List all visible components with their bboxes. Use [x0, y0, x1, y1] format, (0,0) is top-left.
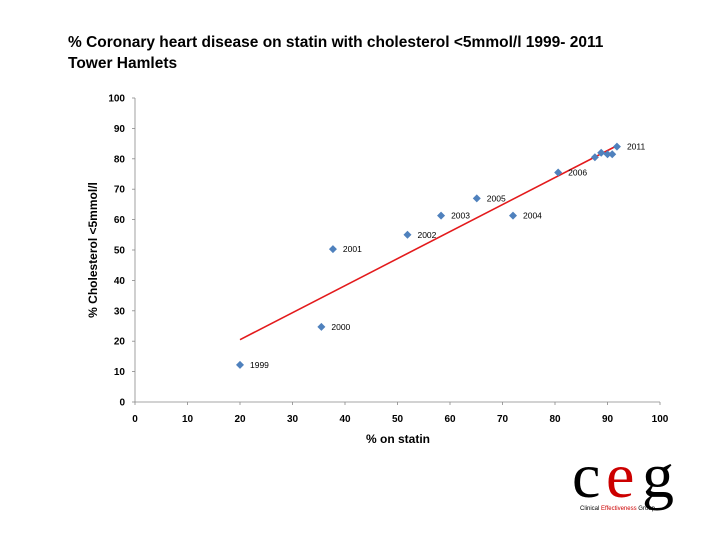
y-axis: 0 10 20 30 40 50 60 70 80 90 100 [108, 94, 136, 409]
y-tick-label: 60 [114, 215, 126, 226]
logo-tagline-part: Clinical [580, 506, 602, 512]
data-point [603, 150, 612, 159]
point-label: 2001 [343, 244, 362, 254]
point-label: 2005 [487, 193, 506, 203]
title-line-2: Tower Hamlets [68, 55, 178, 72]
logo-tagline: Clinical Effectiveness Group [580, 506, 655, 512]
data-point [554, 168, 563, 177]
title-line-1: % Coronary heart disease on statin with … [68, 34, 604, 51]
x-tick-label: 30 [287, 414, 299, 425]
point-label: 2002 [417, 230, 436, 240]
data-point [236, 360, 244, 369]
data-point [612, 142, 621, 151]
point-label: 2003 [451, 211, 470, 221]
point-label: 1999 [250, 360, 269, 370]
data-point [597, 148, 606, 157]
x-tick-label: 70 [497, 414, 509, 425]
y-axis-label: % Cholesterol <5mmol/l [86, 182, 100, 318]
data-point [590, 153, 599, 162]
y-tick-label: 20 [114, 337, 126, 348]
point-label: 2000 [331, 322, 350, 332]
y-tick-label: 100 [108, 94, 125, 105]
logo-letter-e: e [606, 440, 635, 511]
data-point [437, 211, 446, 220]
x-tick-label: 100 [652, 414, 669, 425]
y-tick-label: 80 [114, 154, 126, 165]
trendline [239, 144, 619, 341]
y-tick-label: 40 [114, 276, 126, 287]
x-tick-label: 0 [132, 414, 138, 425]
slide-title: % Coronary heart disease on statin with … [68, 32, 708, 74]
x-tick-label: 80 [549, 414, 561, 425]
data-point [608, 150, 617, 159]
logo-letter-g: g [642, 440, 674, 511]
data-point [472, 194, 481, 203]
trendline-group [239, 144, 619, 341]
y-tick-label: 0 [119, 398, 125, 409]
x-tick-label: 40 [339, 414, 351, 425]
x-tick-label: 10 [182, 414, 194, 425]
point-label: 2004 [523, 211, 542, 221]
point-labels: 1999 2000 2001 2002 2003 2004 2005 2006 2011 [250, 142, 646, 370]
x-axis-label: % on statin [366, 432, 430, 446]
x-axis: 0 10 20 30 40 50 60 70 80 90 100 [132, 401, 669, 425]
logo-letter-c: c [572, 440, 601, 511]
data-point [328, 245, 337, 254]
x-tick-label: 60 [444, 414, 456, 425]
ceg-logo: c e g Clinical Effectiveness Group [572, 440, 684, 520]
data-point [509, 211, 517, 220]
y-tick-label: 50 [114, 246, 126, 257]
logo-tagline-highlight: Effectiveness [601, 506, 637, 512]
data-point [403, 230, 412, 239]
logo-tagline-part: Group [636, 506, 655, 512]
x-tick-label: 20 [234, 414, 246, 425]
data-points [236, 142, 621, 369]
point-label: 2011 [627, 142, 646, 152]
y-tick-label: 10 [114, 367, 126, 378]
x-tick-label: 90 [602, 414, 614, 425]
y-tick-label: 30 [114, 306, 126, 317]
data-point [317, 322, 326, 331]
y-tick-label: 70 [114, 185, 126, 196]
point-label: 2006 [568, 167, 587, 177]
y-tick-label: 90 [114, 124, 126, 135]
x-tick-label: 50 [392, 414, 404, 425]
